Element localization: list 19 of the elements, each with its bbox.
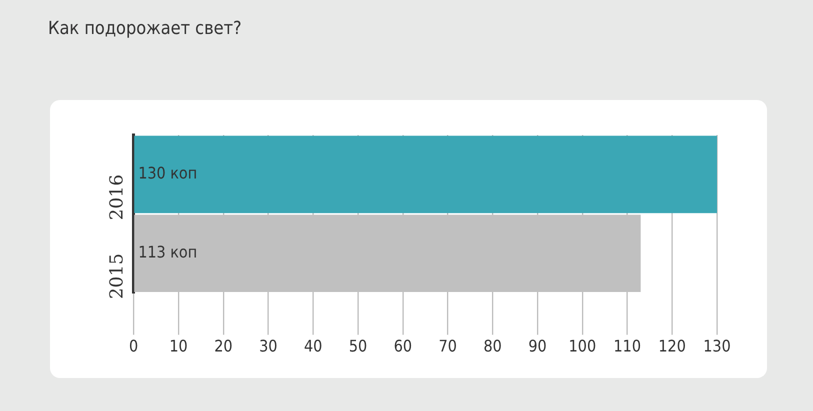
x-tick-label: 30: [259, 336, 278, 356]
x-tick-label: 130: [703, 336, 731, 356]
x-tick-label: 0: [129, 336, 138, 356]
data-label: 113 коп: [138, 242, 198, 262]
x-tick-label: 110: [614, 336, 641, 356]
x-tick-label: 10: [169, 336, 188, 356]
x-tick-label: 40: [304, 336, 322, 356]
y-tick-label: 2015: [106, 253, 128, 300]
x-tick-label: 60: [394, 336, 412, 356]
x-tick-label: 50: [348, 336, 368, 356]
x-tick-label: 90: [528, 336, 547, 356]
x-tick-label: 100: [568, 336, 596, 356]
x-tick-label: 80: [483, 336, 502, 356]
x-tick-label: 120: [658, 336, 686, 356]
y-tick-label: 2016: [106, 174, 128, 220]
chart-title: Как подорожает свет?: [48, 18, 242, 39]
x-tick-label: 70: [438, 336, 457, 356]
x-tick-label: 20: [214, 336, 233, 356]
data-label: 130 коп: [138, 164, 198, 183]
